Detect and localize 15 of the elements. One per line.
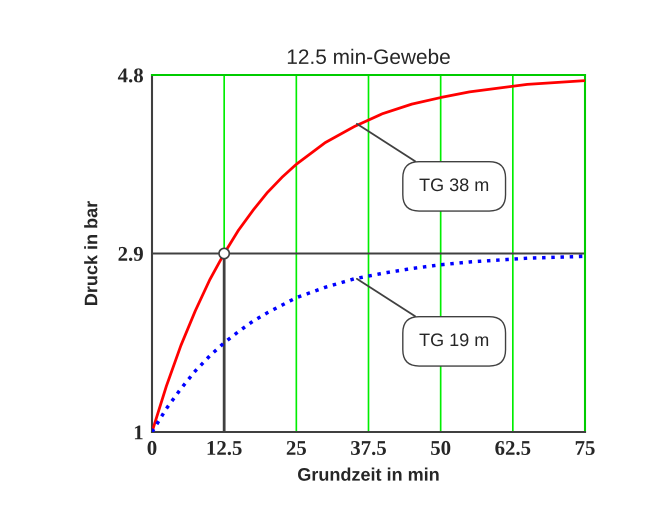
y-tick-label: 2.9 [118,246,143,262]
chart-title: 12.5 min-Gewebe [288,48,450,64]
x-tick-label: 75 [576,441,595,455]
y-axis-title: Druck in bar [84,201,98,305]
x-axis-title: Grundzeit in min [298,468,439,481]
annotation: TG 19 m [419,333,488,346]
annotation: TG 38 m [419,178,488,192]
x-tick-label: 12.5 [208,440,242,456]
x-tick-label: 62.5 [495,440,530,456]
x-tick-label: 0 [148,440,156,455]
y-tick-label: 1 [134,425,143,440]
x-tick-label: 50 [431,440,450,455]
x-tick-label: 37.5 [351,440,386,456]
x-tick-label: 25 [286,440,306,455]
y-tick-label: 4.8 [118,68,143,83]
